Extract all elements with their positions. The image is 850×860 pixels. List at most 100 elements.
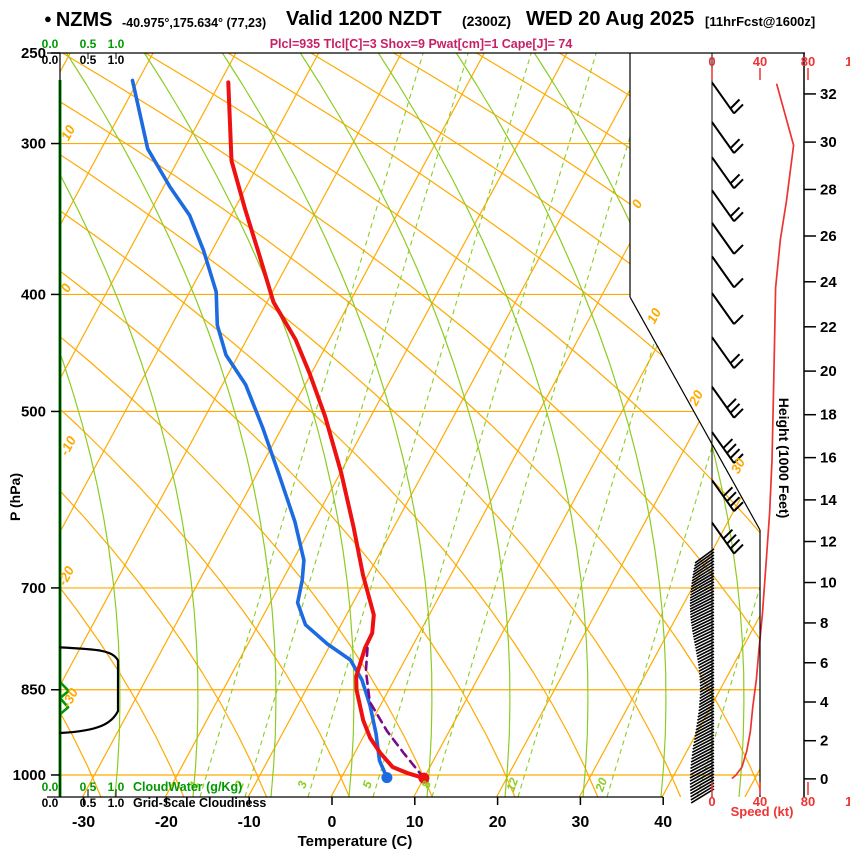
wind-barb-feather bbox=[733, 358, 744, 369]
wind-barb-dense bbox=[690, 749, 715, 763]
speed-tick-label: 40 bbox=[753, 794, 767, 809]
mixing-ratio-label: 1 bbox=[187, 779, 203, 790]
wind-barb-dense bbox=[690, 752, 715, 766]
dry-adiabat-line bbox=[310, 53, 760, 797]
temperature-tick-label: -30 bbox=[72, 814, 95, 831]
wind-barb-dense bbox=[691, 569, 715, 585]
wind-barb-dense bbox=[690, 575, 715, 591]
wind-barb-dense bbox=[693, 632, 715, 644]
speed-tick-label: 120 bbox=[845, 794, 850, 809]
moist-adiabat-line bbox=[60, 53, 121, 797]
wind-barb-staff bbox=[711, 189, 735, 222]
speed-tick-label: 120 bbox=[845, 54, 850, 69]
temperature-curve bbox=[226, 80, 426, 781]
isotherm-line bbox=[495, 53, 760, 797]
cloudiness-profile bbox=[58, 646, 120, 735]
wind-barb-staff bbox=[711, 81, 735, 115]
isotherm-label: 10 bbox=[644, 305, 665, 326]
valid-time: Valid 1200 NZDT bbox=[286, 8, 442, 30]
wind-speed-curve bbox=[731, 83, 795, 779]
temperature-tick-label: 10 bbox=[406, 814, 424, 831]
wind-barb-dense bbox=[692, 737, 715, 750]
wind-barb-feather bbox=[733, 543, 744, 555]
wind-barb bbox=[711, 431, 744, 464]
cloudiness-scale-label: 0.0 bbox=[42, 796, 59, 810]
isotherm-line bbox=[60, 53, 154, 797]
cloudiness-scale-label: 0.5 bbox=[80, 53, 97, 67]
wind-barb-dense bbox=[692, 557, 715, 573]
moist-adiabat-line bbox=[299, 53, 511, 797]
wind-barb-dense bbox=[690, 755, 715, 770]
height-tick-label: 26 bbox=[820, 228, 837, 245]
wind-barb-dense bbox=[699, 674, 715, 684]
mixing-ratio-line bbox=[244, 53, 469, 797]
speed-tick-label: 0 bbox=[708, 794, 715, 809]
wind-barb-dense bbox=[696, 716, 715, 728]
pressure-tick-label: 300 bbox=[21, 136, 46, 153]
wind-barb-staff bbox=[711, 121, 735, 154]
isotherm-line bbox=[330, 53, 734, 797]
cloudwater-scale-label: 0.0 bbox=[42, 780, 59, 794]
wind-barb bbox=[711, 222, 744, 255]
wind-barb-feather bbox=[729, 206, 741, 218]
wind-barb-feather bbox=[733, 143, 744, 154]
pressure-tick-label: 1000 bbox=[13, 767, 46, 784]
wind-barb-dense bbox=[697, 707, 715, 718]
wind-barb-feather bbox=[733, 277, 744, 289]
wind-barb-dense bbox=[697, 650, 715, 661]
dry-adiabat-line bbox=[60, 53, 268, 797]
wind-barb-dense bbox=[692, 623, 715, 635]
wind-barb-dense bbox=[697, 656, 715, 667]
wind-barb-dense bbox=[695, 638, 715, 649]
wind-barb bbox=[711, 521, 744, 555]
wind-barb-dense bbox=[691, 746, 715, 760]
temperature-surface-dot bbox=[418, 772, 430, 784]
wind-barb bbox=[711, 336, 744, 369]
wind-barb-dense bbox=[692, 560, 715, 576]
wind-barb-dense bbox=[692, 626, 715, 638]
wind-barb-dense bbox=[689, 602, 715, 616]
wind-barb-dense bbox=[689, 764, 715, 779]
wind-barb-dense bbox=[698, 659, 715, 669]
moist-adiabat-line bbox=[455, 53, 667, 797]
moist-adiabat-line bbox=[221, 53, 433, 797]
wind-barb-feather bbox=[729, 403, 741, 414]
wind-barb-dense bbox=[689, 584, 715, 599]
wind-barb-feather bbox=[733, 314, 744, 325]
dry-adiabat-line bbox=[558, 53, 760, 797]
wind-barb bbox=[711, 292, 744, 325]
height-tick-label: 32 bbox=[820, 86, 837, 103]
cloudiness-axis-title: Grid-Scale Cloudiness bbox=[133, 796, 266, 810]
wind-barb-feather bbox=[729, 538, 741, 550]
mixing-ratio-line bbox=[372, 53, 597, 797]
wind-barb bbox=[711, 479, 744, 512]
wind-barb-dense bbox=[691, 566, 715, 582]
height-tick-label: 28 bbox=[820, 181, 837, 198]
wind-barb-feather bbox=[726, 398, 737, 409]
isotherm-line bbox=[81, 53, 485, 797]
sounding-parameters: Plcl=935 Tlcl[C]=3 Shox=9 Pwat[cm]=1 Cap… bbox=[269, 37, 573, 51]
isotherm-line bbox=[744, 53, 760, 797]
wind-barb-dense bbox=[693, 554, 715, 570]
grid-layer bbox=[60, 53, 760, 797]
mixing-ratio-label: 3 bbox=[295, 779, 311, 790]
wind-barb-feather bbox=[726, 491, 737, 502]
wind-barb-dense bbox=[689, 776, 715, 792]
height-tick-label: 4 bbox=[820, 694, 829, 711]
isotherm-label: -30 bbox=[59, 685, 82, 710]
dewpoint-surface-dot bbox=[381, 772, 393, 784]
wind-barb-feather bbox=[729, 448, 741, 459]
isotherm-label: -20 bbox=[55, 563, 78, 588]
isotherm-label: 30 bbox=[728, 455, 749, 476]
cloudwater-scale-label: 1.0 bbox=[108, 37, 125, 51]
wind-barb-dense bbox=[691, 620, 715, 633]
wind-barb-feather bbox=[729, 138, 741, 149]
wind-barb-dense bbox=[697, 653, 715, 664]
dewpoint-curve bbox=[130, 78, 389, 780]
wind-barb-dense bbox=[689, 761, 715, 776]
wind-barb-feather bbox=[733, 408, 744, 419]
isotherm-line bbox=[247, 53, 651, 797]
wind-barb-dense bbox=[689, 758, 715, 773]
